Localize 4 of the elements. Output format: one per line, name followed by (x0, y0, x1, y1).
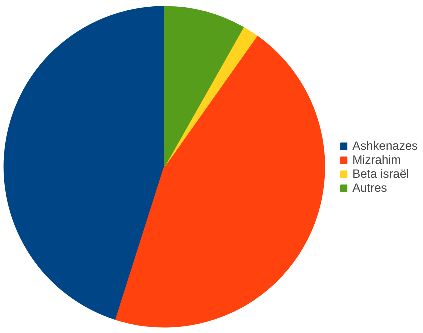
legend-label: Ashkenazes (352, 138, 418, 152)
legend-label: Autres (352, 180, 388, 194)
legend-label: Mizrahim (352, 152, 402, 166)
legend-label: Beta israël (352, 166, 410, 180)
